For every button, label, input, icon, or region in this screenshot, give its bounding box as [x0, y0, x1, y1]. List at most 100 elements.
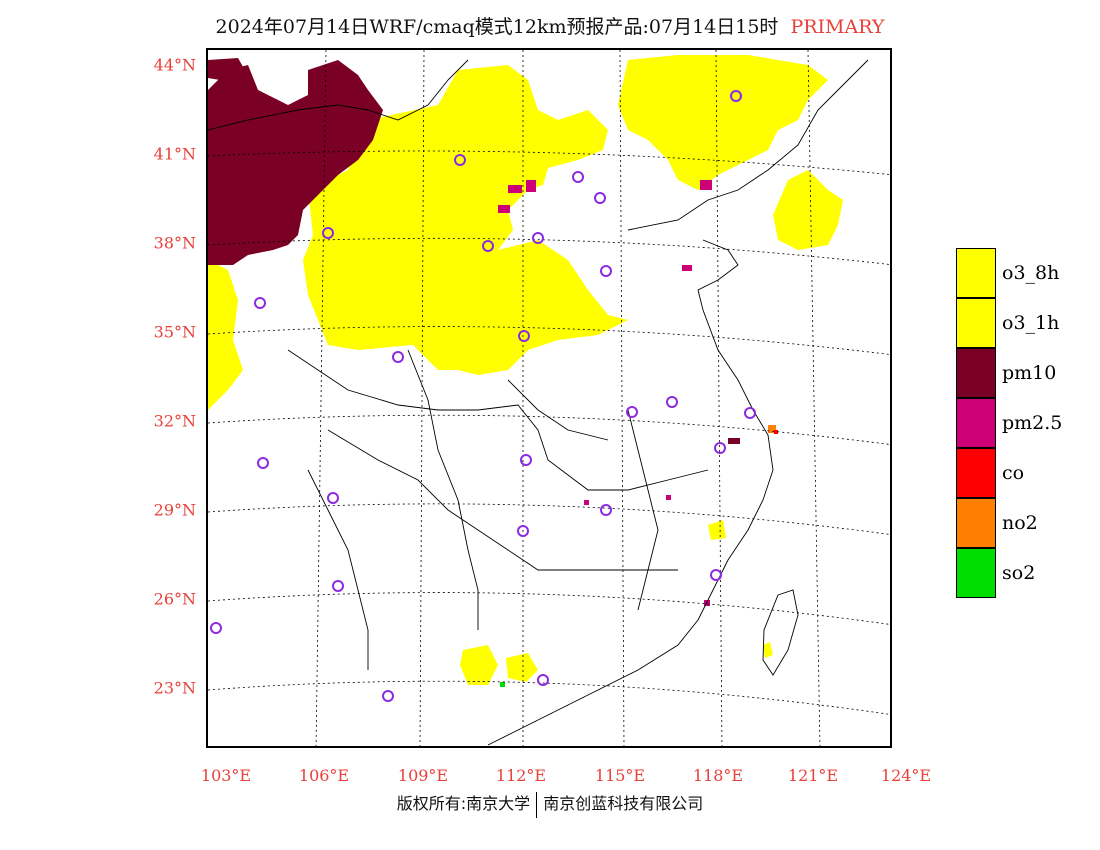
legend-swatch	[956, 248, 996, 298]
so2-spot	[500, 682, 505, 687]
copyright-footer: 版权所有:南京大学 南京创蓝科技有限公司	[0, 790, 1100, 818]
station-marker	[744, 407, 756, 419]
lat-line-29	[208, 503, 890, 535]
station-marker	[666, 396, 678, 408]
o3-south-area-2	[506, 653, 538, 682]
legend-item-pm10: pm10	[956, 348, 1076, 398]
pm25-spot	[700, 180, 712, 190]
lat-line-26	[208, 592, 890, 625]
legend-swatch	[956, 448, 996, 498]
legend-swatch	[956, 398, 996, 448]
lon-label-121: 121°E	[787, 766, 839, 785]
pm10-top-strip	[208, 58, 246, 80]
lon-label-103: 103°E	[200, 766, 252, 785]
station-marker	[327, 492, 339, 504]
lat-label-26: 26°N	[153, 589, 196, 609]
footer-separator	[536, 791, 538, 818]
station-marker	[454, 154, 466, 166]
no2-spot	[768, 425, 776, 433]
lon-label-118: 118°E	[692, 766, 744, 785]
lon-line-118	[715, 50, 723, 746]
station-marker	[332, 580, 344, 592]
lat-label-29: 29°N	[153, 500, 196, 520]
lat-line-32	[208, 414, 890, 445]
o3-taiwan-spot	[763, 642, 773, 658]
legend-item-co: co	[956, 448, 1076, 498]
o3-west-area	[208, 260, 243, 410]
legend-label: co	[1002, 462, 1025, 484]
station-marker	[714, 442, 726, 454]
graticule	[208, 50, 890, 746]
o3-region	[208, 55, 843, 685]
lon-line-106	[315, 50, 327, 746]
lon-label-106: 106°E	[298, 766, 350, 785]
station-marker	[210, 622, 222, 634]
legend-item-no2: no2	[956, 498, 1076, 548]
legend-item-pm25: pm2.5	[956, 398, 1076, 448]
lat-label-23: 23°N	[153, 678, 196, 698]
lat-label-35: 35°N	[153, 322, 196, 342]
boundaries	[208, 59, 869, 746]
legend-label: so2	[1002, 562, 1036, 584]
lon-label-109: 109°E	[397, 766, 449, 785]
pm25-spot	[508, 185, 522, 193]
pm10-spot	[728, 438, 740, 444]
legend-label: no2	[1002, 512, 1038, 534]
footer-right: 南京创蓝科技有限公司	[543, 794, 704, 813]
lon-label-124: 124°E	[880, 766, 932, 785]
pm10-northwest-area	[208, 60, 383, 265]
legend-label: pm10	[1002, 362, 1057, 384]
pm25-spot	[666, 495, 671, 500]
legend-swatch	[956, 548, 996, 598]
legend-item-so2: so2	[956, 548, 1076, 598]
station-marker	[600, 504, 612, 516]
station-marker	[710, 569, 722, 581]
station-marker	[626, 406, 638, 418]
legend-item-o3-1h: o3_1h	[956, 298, 1076, 348]
footer-left: 版权所有:南京大学	[396, 794, 531, 813]
station-marker	[518, 330, 530, 342]
taiwan-outline	[762, 589, 799, 676]
legend-label: o3_8h	[1002, 262, 1060, 284]
station-marker	[600, 265, 612, 277]
chart-title: 2024年07月14日WRF/cmaq模式12km预报产品:07月14日15时 P…	[0, 12, 1100, 39]
station-marker	[730, 90, 742, 102]
lat-line-23	[208, 680, 890, 715]
station-marker	[392, 351, 404, 363]
map-canvas	[208, 50, 890, 746]
station-marker	[537, 674, 549, 686]
legend-label: pm2.5	[1002, 412, 1063, 434]
pm25-spot	[526, 180, 536, 192]
station-marker	[594, 192, 606, 204]
lon-label-112: 112°E	[495, 766, 547, 785]
station-marker	[382, 690, 394, 702]
legend-label: o3_1h	[1002, 312, 1060, 334]
lat-label-32: 32°N	[153, 411, 196, 431]
title-text: 2024年07月14日WRF/cmaq模式12km预报产品:07月14日15时	[215, 16, 779, 38]
pm10-region	[208, 58, 383, 265]
pm25-spot	[682, 265, 692, 271]
station-marker	[532, 232, 544, 244]
province-lines	[287, 349, 709, 670]
coastline	[487, 59, 869, 746]
lat-line-35	[208, 326, 890, 355]
lat-label-44: 44°N	[153, 55, 196, 75]
lon-line-115	[619, 50, 625, 746]
lat-label-38: 38°N	[153, 233, 196, 253]
legend-swatch	[956, 348, 996, 398]
lon-label-115: 115°E	[594, 766, 646, 785]
legend-swatch	[956, 498, 996, 548]
station-marker	[482, 240, 494, 252]
pm25-spot	[498, 205, 510, 213]
o3-north-area-2	[618, 55, 828, 190]
station-marker	[322, 227, 334, 239]
co-spot	[774, 430, 778, 434]
station-marker	[572, 171, 584, 183]
station-marker	[517, 525, 529, 537]
station-marker	[520, 454, 532, 466]
legend-item-o3-8h: o3_8h	[956, 248, 1076, 298]
legend-swatch	[956, 298, 996, 348]
pollutant-legend: o3_8h o3_1h pm10 pm2.5 co no2 so2	[956, 248, 1076, 598]
lon-line-121	[807, 50, 821, 746]
lat-line-38	[208, 237, 890, 265]
